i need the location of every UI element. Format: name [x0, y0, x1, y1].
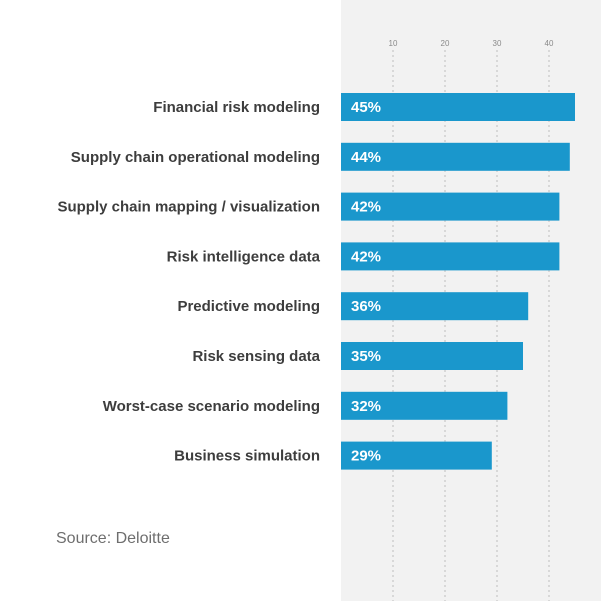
value-label: 44%: [351, 149, 381, 166]
value-label: 32%: [351, 398, 381, 415]
bars: [341, 93, 575, 470]
x-tick-label: 40: [545, 39, 554, 48]
x-tick-labels: 10 20 30 40: [389, 39, 554, 48]
bar: [341, 292, 529, 321]
value-label: 35%: [351, 348, 381, 365]
bar: [341, 93, 575, 121]
value-label: 42%: [351, 199, 381, 216]
category-labels: Financial risk modeling Supply chain oper…: [57, 99, 320, 465]
category-label: Supply chain operational modeling: [71, 149, 320, 166]
bar: [341, 192, 560, 221]
bar: [341, 142, 570, 171]
source-note: Source: Deloitte: [56, 530, 170, 547]
category-label: Business simulation: [174, 448, 320, 465]
category-label: Supply chain mapping / visualization: [57, 199, 320, 216]
x-tick-label: 30: [493, 39, 502, 48]
category-label: Predictive modeling: [177, 298, 320, 315]
category-label: Risk sensing data: [192, 348, 320, 365]
gridlines: [392, 50, 550, 601]
category-label: Financial risk modeling: [153, 99, 320, 116]
value-label: 29%: [351, 448, 381, 465]
x-tick-label: 20: [441, 39, 450, 48]
category-label: Risk intelligence data: [167, 248, 321, 265]
bar: [341, 342, 523, 370]
value-label: 36%: [351, 298, 381, 315]
x-tick-label: 10: [389, 39, 398, 48]
value-labels: 45% 44% 42% 42% 36% 35% 32% 29%: [351, 99, 381, 465]
bar: [341, 242, 560, 271]
bar: [341, 391, 508, 420]
value-label: 42%: [351, 248, 381, 265]
value-label: 45%: [351, 99, 381, 116]
bar: [341, 441, 492, 470]
category-label: Worst-case scenario modeling: [103, 398, 320, 415]
